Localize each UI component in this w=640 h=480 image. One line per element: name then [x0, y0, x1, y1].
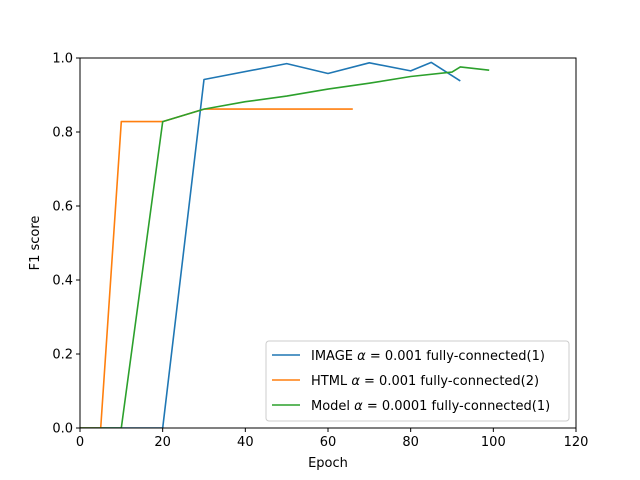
x-tick-label: 20 — [154, 435, 171, 450]
legend-label-3: Model α = 0.0001 fully-connected(1) — [311, 399, 550, 414]
series-line-1 — [80, 61, 461, 428]
x-tick-label: 60 — [320, 435, 337, 450]
series-layer — [80, 61, 490, 428]
y-axis-ticks: 0.0 0.2 0.4 0.6 0.8 1.0 — [52, 52, 80, 437]
series-line-3 — [80, 66, 490, 428]
y-tick-label: 0.4 — [52, 274, 73, 289]
y-tick-label: 0.8 — [52, 126, 73, 141]
x-tick-label: 0 — [76, 435, 84, 450]
series-line-2 — [80, 108, 353, 428]
y-tick-label: 1.0 — [52, 52, 73, 67]
legend-label-2: HTML α = 0.001 fully-connected(2) — [311, 374, 539, 389]
x-tick-label: 80 — [402, 435, 419, 450]
x-tick-label: 120 — [564, 435, 589, 450]
x-tick-label: 100 — [481, 435, 506, 450]
legend: IMAGE α = 0.001 fully-connected(1) HTML α… — [265, 340, 570, 422]
y-axis-label: F1 score — [28, 216, 43, 271]
x-axis-label: Epoch — [308, 456, 348, 471]
y-tick-label: 0.2 — [52, 348, 73, 363]
y-tick-label: 0.6 — [52, 200, 73, 215]
legend-label-1: IMAGE α = 0.001 fully-connected(1) — [311, 349, 545, 364]
y-tick-label: 0.0 — [52, 422, 73, 437]
legend-box — [265, 340, 570, 422]
x-tick-label: 40 — [237, 435, 254, 450]
x-axis-ticks: 0 20 40 60 80 100 120 — [76, 428, 589, 450]
